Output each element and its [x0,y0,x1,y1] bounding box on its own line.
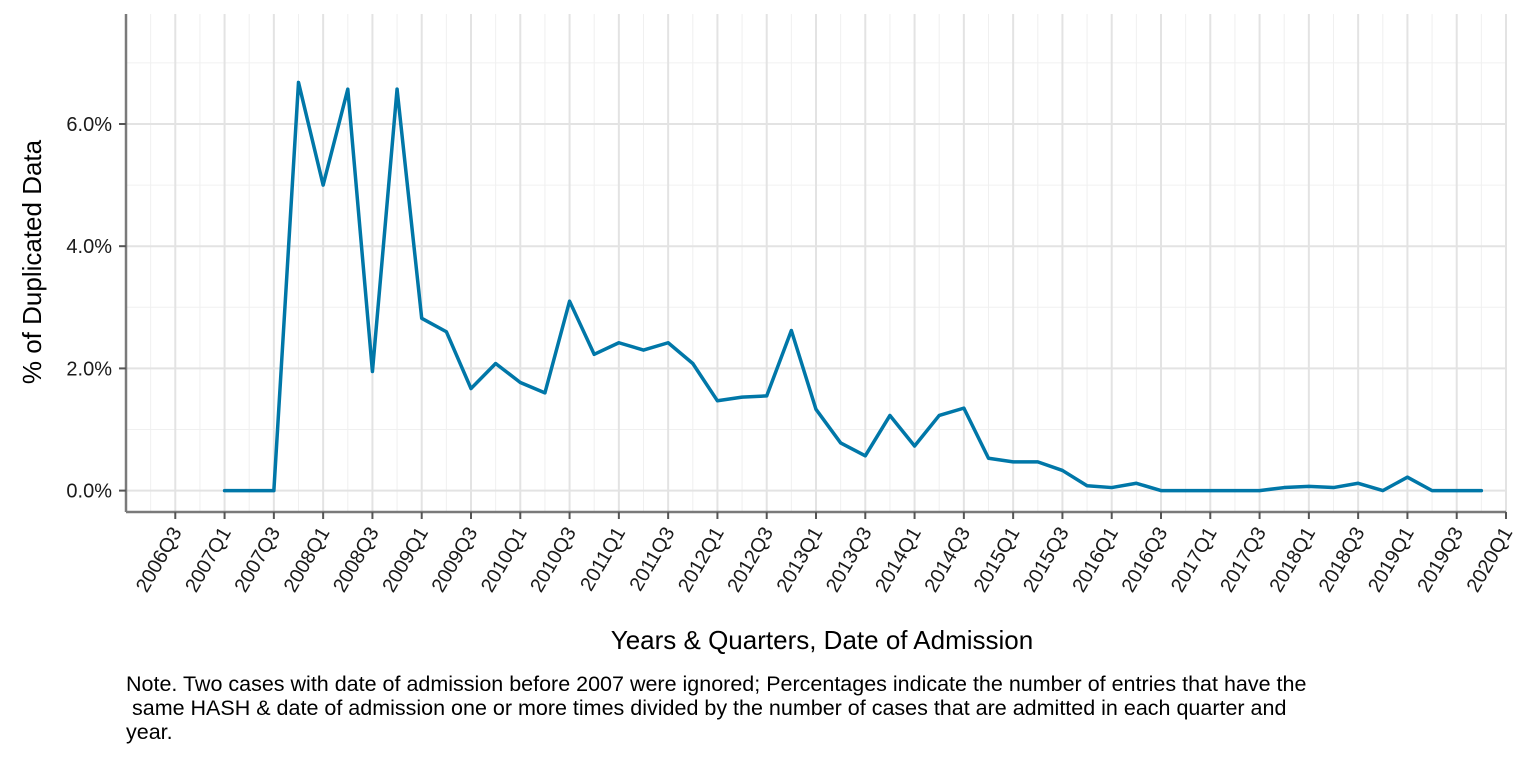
y-tick-label: 2.0% [66,358,112,380]
y-tick-label: 0.0% [66,481,112,503]
data-point [1036,460,1040,464]
data-point [543,391,547,395]
y-tick-label: 6.0% [66,114,112,136]
data-point [1455,489,1459,493]
data-point [1282,486,1286,490]
data-point [321,183,325,187]
data-point [1134,481,1138,485]
data-point [691,362,695,366]
data-point [346,87,350,91]
x-tick-label: 2013Q3 [822,524,877,597]
data-point [494,362,498,366]
data-point [469,387,473,391]
x-tick-label: 2012Q3 [723,524,778,597]
data-point [370,369,374,373]
data-point [937,413,941,417]
x-tick-label: 2018Q1 [1266,524,1321,597]
x-tick-label: 2012Q1 [674,524,729,597]
data-point [444,330,448,334]
x-tick-label: 2014Q1 [871,524,926,597]
line-chart: 0.0%2.0%4.0%6.0% 2006Q32007Q12007Q32008Q… [17,14,1517,655]
x-tick-label: 2009Q1 [378,524,433,597]
x-tick-label: 2017Q3 [1216,524,1271,597]
data-point [765,394,769,398]
x-tick-label: 2006Q3 [132,524,187,597]
data-point [913,444,917,448]
data-point [839,441,843,445]
data-point [666,341,670,345]
data-point [740,395,744,399]
x-tick-label: 2014Q3 [921,524,976,597]
data-point [617,341,621,345]
x-tick-label: 2015Q3 [1019,524,1074,597]
data-point [814,407,818,411]
data-point [1208,489,1212,493]
x-tick-label: 2011Q1 [576,524,630,595]
data-point [592,352,596,356]
data-point [962,406,966,410]
axes [119,14,1507,519]
data-point [1356,481,1360,485]
data-point [1159,489,1163,493]
data-point [568,299,572,303]
x-tick-label: 2008Q1 [280,524,335,597]
x-tick-label: 2019Q1 [1364,524,1419,597]
x-tick-label: 2018Q3 [1315,524,1370,597]
data-point [1332,486,1335,490]
x-tick-label: 2008Q3 [329,524,384,597]
grid-major [126,14,1507,512]
data-point [1233,489,1237,493]
data-point [1184,489,1188,493]
data-point [297,80,300,84]
data-point [1430,489,1434,493]
x-tick-label: 2015Q1 [970,524,1025,597]
data-point [863,454,867,458]
x-tick-label: 2007Q1 [181,524,236,597]
data-point [789,329,793,333]
y-tick-label: 4.0% [66,236,112,258]
y-axis-title: % of Duplicated Data [17,139,47,384]
data-point [1110,486,1114,490]
data-point [1258,489,1262,493]
x-tick-label: 2010Q1 [477,524,532,597]
data-point [223,489,227,493]
x-tick-label: 2019Q3 [1413,524,1468,597]
data-point [395,87,399,91]
data-point [247,489,251,493]
data-point [1060,468,1064,472]
data-point [420,316,424,320]
chart-note: Note. Two cases with date of admission b… [126,672,1307,744]
data-point [1011,460,1015,464]
y-tick-labels: 0.0% 2.0% 4.0% 6.0% [66,114,112,503]
x-tick-labels: 2006Q32007Q12007Q32008Q12008Q32009Q12009… [132,524,1517,597]
x-axis-title: Years & Quarters, Date of Admission [611,625,1033,655]
series-layer [222,80,1484,493]
x-tick-label: 2009Q3 [428,524,483,597]
x-tick-label: 2007Q3 [231,524,286,597]
x-tick-label: 2020Q1 [1463,524,1518,597]
data-point [1085,484,1089,488]
data-point [1381,489,1385,493]
x-tick-label: 2010Q3 [526,524,581,597]
x-tick-label: 2017Q1 [1167,524,1222,597]
series-line [222,80,1484,493]
data-point [1307,484,1311,488]
data-point [888,413,892,417]
x-tick-label: 2016Q3 [1118,524,1173,597]
data-point [715,399,719,403]
x-tick-label: 2011Q3 [626,524,680,595]
x-tick-label: 2013Q1 [773,524,828,597]
data-point [1405,475,1409,479]
data-point [987,456,990,460]
data-point [1479,489,1483,493]
data-point [642,348,645,352]
data-point [518,380,522,384]
data-point [272,489,276,493]
x-tick-label: 2016Q1 [1068,524,1123,597]
